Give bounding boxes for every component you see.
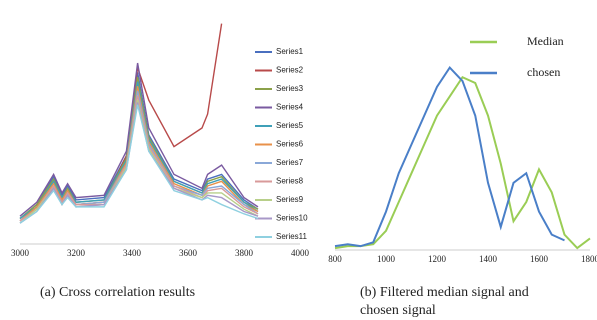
caption-b: (b) Filtered median signal and	[360, 285, 529, 300]
x-tick-label: 4000	[291, 248, 310, 258]
x-tick-label: 3400	[123, 248, 142, 258]
legend-label: Series9	[276, 195, 304, 204]
series-line	[334, 66, 565, 248]
series-line	[334, 75, 591, 250]
x-tick-label: 3600	[179, 248, 198, 258]
series-line	[19, 95, 259, 222]
legend-label: Series8	[276, 177, 304, 186]
legend-label: Series7	[276, 158, 304, 167]
x-tick-label: 1600	[530, 254, 549, 264]
x-tick-label: 800	[328, 254, 342, 264]
legend-label: Series1	[276, 47, 304, 56]
legend-label: chosen	[527, 65, 560, 79]
legend-label: Series5	[276, 121, 304, 130]
legend-label: Series4	[276, 103, 304, 112]
x-tick-label: 1000	[377, 254, 396, 264]
x-tick-label: 3200	[67, 248, 86, 258]
legend-label: Series2	[276, 66, 304, 75]
series-line	[19, 62, 259, 217]
legend-label: Series6	[276, 140, 304, 149]
caption-b: chosen signal	[360, 303, 436, 318]
x-tick-label: 3000	[11, 248, 30, 258]
legend-label: Series3	[276, 84, 304, 93]
legend-label: Series10	[276, 214, 308, 223]
x-tick-label: 1200	[428, 254, 447, 264]
caption-a: (a) Cross correlation results	[40, 285, 195, 300]
legend-label: Series11	[276, 232, 308, 241]
legend-label: Median	[527, 34, 564, 48]
x-tick-label: 1800	[581, 254, 597, 264]
x-tick-label: 3800	[235, 248, 254, 258]
x-tick-label: 1400	[479, 254, 498, 264]
series-line	[19, 104, 259, 224]
